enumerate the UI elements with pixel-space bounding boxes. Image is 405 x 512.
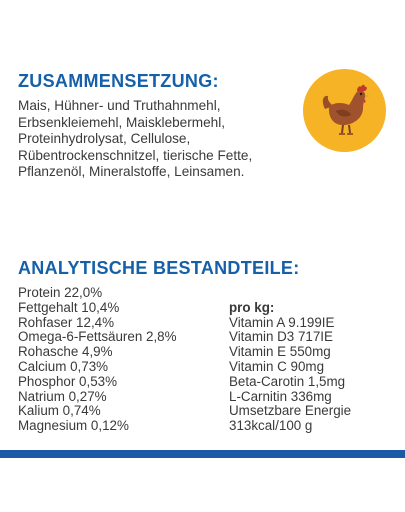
analysis-item: Calcium 0,73% — [18, 358, 109, 374]
composition-line: Proteinhydrolysat, Cellulose, — [18, 131, 191, 147]
analysis-left-list: Protein 22,0% Fettgehalt 10,4% Rohfaser … — [18, 285, 177, 434]
vitamin-list: pro kg: Vitamin A 9.199IE Vitamin D3 717… — [229, 286, 351, 434]
composition-heading: ZUSAMMENSETZUNG: — [18, 71, 219, 91]
composition-line: Mais, Hühner- und Truthahnmehl, — [18, 98, 221, 113]
analysis-item: Natrium 0,27% — [18, 388, 107, 404]
vitamin-item: 313kcal/100 g — [229, 418, 313, 434]
analysis-item: Fettgehalt 10,4% — [18, 299, 120, 315]
analysis-item: Phosphor 0,53% — [18, 373, 118, 389]
composition-text: Mais, Hühner- und Truthahnmehl, Erbsenkl… — [18, 98, 308, 181]
spacer — [229, 286, 351, 301]
per-kg-label: pro kg: — [229, 299, 275, 315]
vitamin-item: Vitamin A 9.199IE — [229, 314, 335, 330]
vitamin-item: Vitamin C 90mg — [229, 358, 325, 374]
analysis-item: Rohasche 4,9% — [18, 344, 113, 360]
analysis-item: Omega-6-Fettsäuren 2,8% — [18, 329, 177, 345]
analysis-item: Protein 22,0% — [18, 285, 103, 300]
chicken-badge — [303, 69, 386, 152]
composition-line: Rübentrockenschnitzel, tierische Fette, — [18, 147, 253, 163]
analysis-item: Rohfaser 12,4% — [18, 314, 115, 330]
vitamin-item: Vitamin E 550mg — [229, 344, 331, 360]
vitamin-item: Beta-Carotin 1,5mg — [229, 373, 346, 389]
vitamin-item: L-Carnitin 336mg — [229, 388, 332, 404]
vitamin-item: Vitamin D3 717IE — [229, 329, 333, 345]
vitamin-item: Umsetzbare Energie — [229, 403, 352, 419]
composition-line: Erbsenkleiemehl, Maisklebermehl, — [18, 114, 226, 130]
analysis-item: Magnesium 0,12% — [18, 418, 129, 434]
composition-line: Pflanzenöl, Mineralstoffe, Leinsamen. — [18, 164, 245, 180]
chicken-icon — [322, 84, 370, 135]
bottom-band — [0, 450, 405, 458]
analysis-heading: ANALYTISCHE BESTANDTEILE: — [18, 258, 300, 278]
analysis-item: Kalium 0,74% — [18, 403, 101, 419]
